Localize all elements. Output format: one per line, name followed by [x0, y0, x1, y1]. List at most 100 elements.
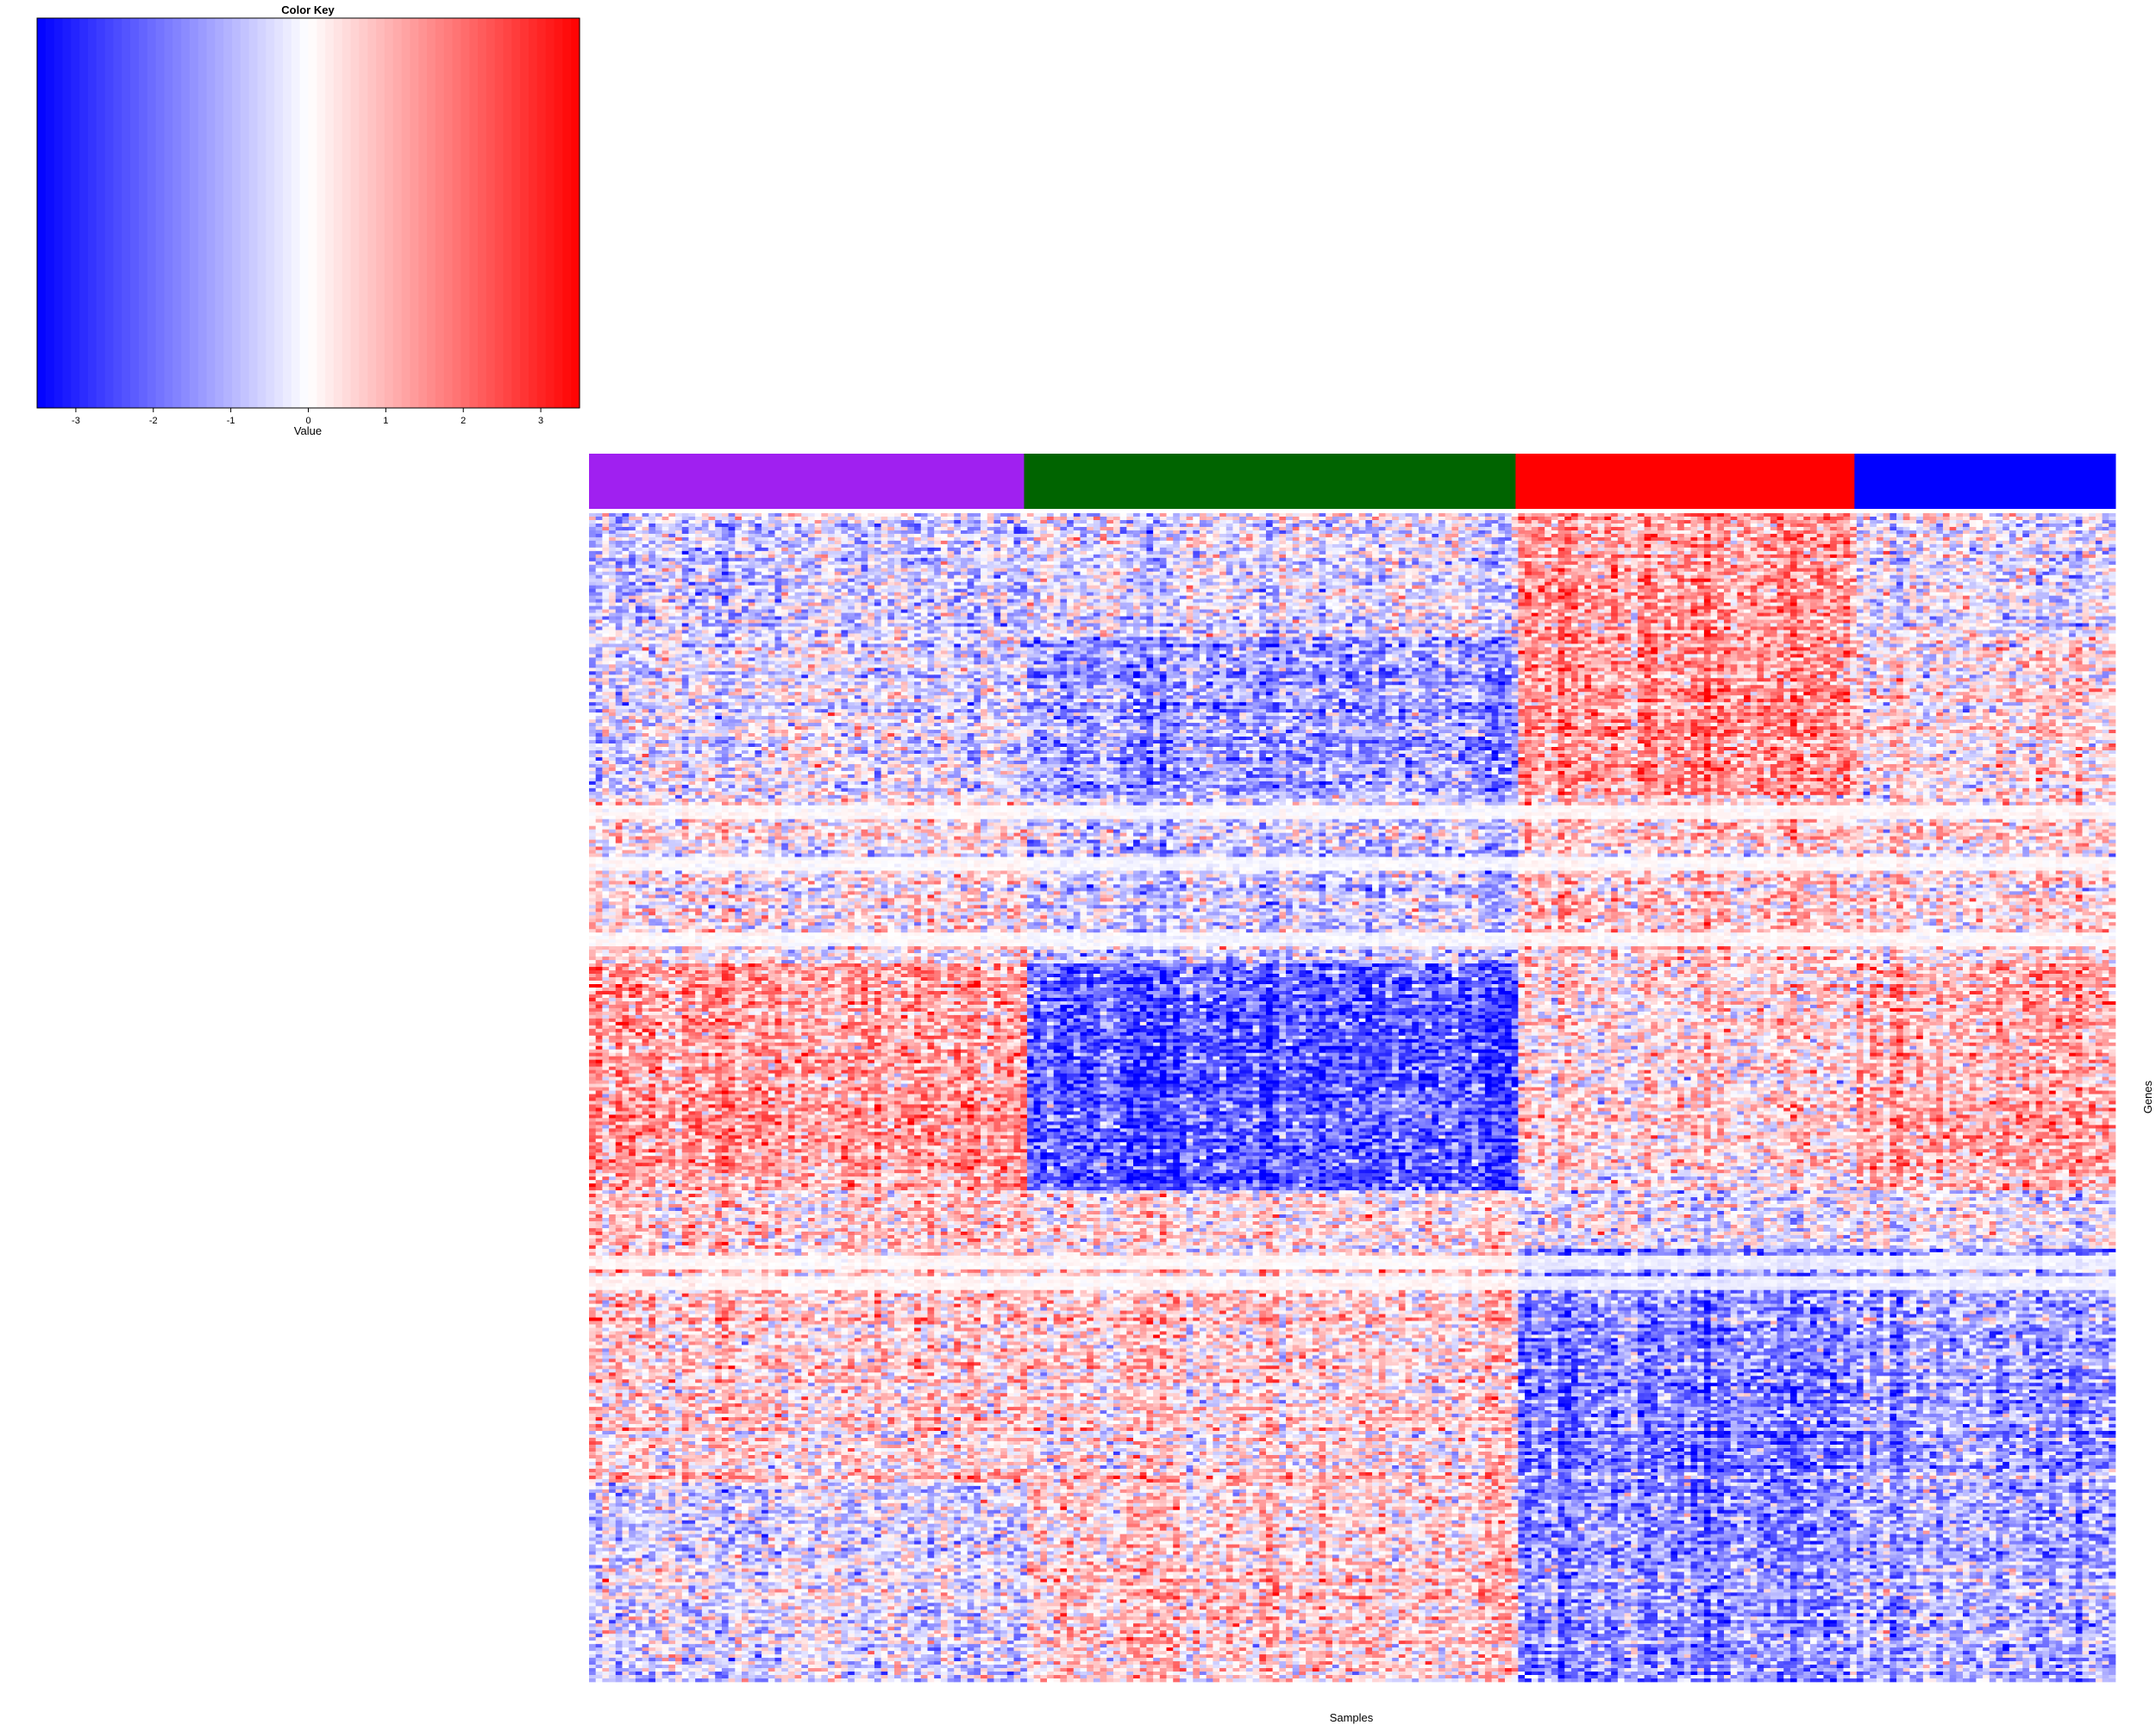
heatmap-cell: [695, 520, 702, 524]
heatmap-cell: [1737, 524, 1744, 527]
heatmap-cell: [1133, 530, 1140, 534]
heatmap-cell: [609, 530, 616, 534]
heatmap-cell: [1113, 534, 1120, 537]
heatmap-cell: [2089, 537, 2096, 541]
heatmap-cell: [1823, 524, 1830, 527]
color-key-band: [249, 18, 258, 408]
heatmap-cell: [1518, 527, 1525, 530]
heatmap-cell: [1153, 544, 1160, 548]
heatmap-cell: [695, 541, 702, 544]
heatmap-cell: [655, 530, 662, 534]
heatmap-cell: [1690, 534, 1697, 537]
heatmap-cell: [1538, 513, 1545, 517]
heatmap-cell: [1638, 534, 1645, 537]
heatmap-cell: [1232, 530, 1239, 534]
heatmap-cell: [1286, 541, 1293, 544]
heatmap-cell: [649, 548, 655, 551]
heatmap-cell: [1764, 520, 1771, 524]
heatmap-cell: [1690, 530, 1697, 534]
heatmap-cell: [1790, 527, 1797, 530]
heatmap-cell: [662, 544, 669, 548]
heatmap-cell: [1970, 513, 1977, 517]
heatmap-cell: [2042, 517, 2049, 520]
heatmap-cell: [742, 537, 749, 541]
heatmap-cell: [2009, 544, 2016, 548]
heatmap-cell: [1426, 544, 1432, 548]
heatmap-cell: [2009, 520, 2016, 524]
heatmap-cell: [1167, 517, 1174, 520]
heatmap-cell: [781, 524, 788, 527]
heatmap-cell: [1432, 541, 1438, 544]
heatmap-cell: [589, 517, 596, 520]
heatmap-cell: [1684, 541, 1691, 544]
heatmap-cell: [1007, 537, 1014, 541]
heatmap-cell: [981, 541, 987, 544]
heatmap-cell: [642, 544, 649, 548]
heatmap-cell: [1246, 524, 1253, 527]
heatmap-cell: [1697, 520, 1704, 524]
heatmap-cell: [1578, 517, 1585, 520]
heatmap-cell: [1326, 520, 1332, 524]
heatmap-cell: [987, 524, 994, 527]
heatmap-cell: [914, 517, 921, 520]
heatmap-cell: [1584, 537, 1591, 541]
heatmap-cell: [1432, 534, 1438, 537]
heatmap-cell: [768, 541, 775, 544]
heatmap-cell: [1485, 537, 1492, 541]
heatmap-cell: [981, 537, 987, 541]
heatmap-cell: [1047, 534, 1054, 537]
heatmap-cell: [649, 530, 655, 534]
heatmap-cell: [894, 524, 901, 527]
heatmap-cell: [1850, 513, 1857, 517]
heatmap-cell: [2103, 520, 2109, 524]
heatmap-cell: [1426, 524, 1432, 527]
heatmap-cell: [1219, 530, 1226, 534]
heatmap-cell: [774, 527, 781, 530]
heatmap-cell: [808, 524, 815, 527]
heatmap-cell: [1472, 537, 1479, 541]
heatmap-cell: [1067, 524, 1074, 527]
heatmap-cell: [1704, 530, 1711, 534]
heatmap-cell: [675, 541, 682, 544]
heatmap-cell: [2022, 537, 2029, 541]
heatmap-cell: [662, 541, 669, 544]
column-group-bar: [589, 454, 2116, 509]
heatmap-cell: [609, 541, 616, 544]
heatmap-cell: [1896, 527, 1903, 530]
heatmap-cell: [1392, 513, 1399, 517]
heatmap-cell: [1399, 520, 1406, 524]
heatmap-cell: [1173, 527, 1180, 530]
heatmap-cell: [821, 534, 828, 537]
heatmap-cell: [1936, 541, 1943, 544]
heatmap-cell: [1525, 513, 1532, 517]
heatmap-cell: [907, 517, 914, 520]
heatmap-cell: [1193, 530, 1200, 534]
heatmap-cell: [881, 517, 888, 520]
heatmap-cell: [801, 524, 808, 527]
heatmap-cell: [1432, 513, 1438, 517]
heatmap-cell: [1631, 541, 1638, 544]
heatmap-cell: [1943, 527, 1950, 530]
heatmap-cell: [1518, 534, 1525, 537]
heatmap-cell: [1724, 517, 1731, 520]
heatmap-cell: [636, 524, 642, 527]
heatmap-cell: [1512, 544, 1519, 548]
heatmap-cell: [2083, 537, 2090, 541]
heatmap-cell: [2103, 534, 2109, 537]
heatmap-cell: [2029, 530, 2036, 534]
heatmap-cell: [1797, 544, 1804, 548]
heatmap-cell: [1956, 517, 1963, 520]
heatmap-cell: [1916, 541, 1923, 544]
heatmap-cell: [862, 541, 868, 544]
heatmap-cell: [1618, 520, 1625, 524]
heatmap-cell: [1133, 524, 1140, 527]
heatmap-cell: [1167, 524, 1174, 527]
heatmap-cell: [722, 517, 729, 520]
heatmap-cell: [1385, 530, 1392, 534]
heatmap-cell: [1126, 537, 1133, 541]
heatmap-cell: [1279, 517, 1286, 520]
heatmap-cell: [1379, 534, 1386, 537]
heatmap-cell: [795, 544, 802, 548]
color-key-band: [367, 18, 376, 408]
heatmap-cell: [1598, 537, 1605, 541]
